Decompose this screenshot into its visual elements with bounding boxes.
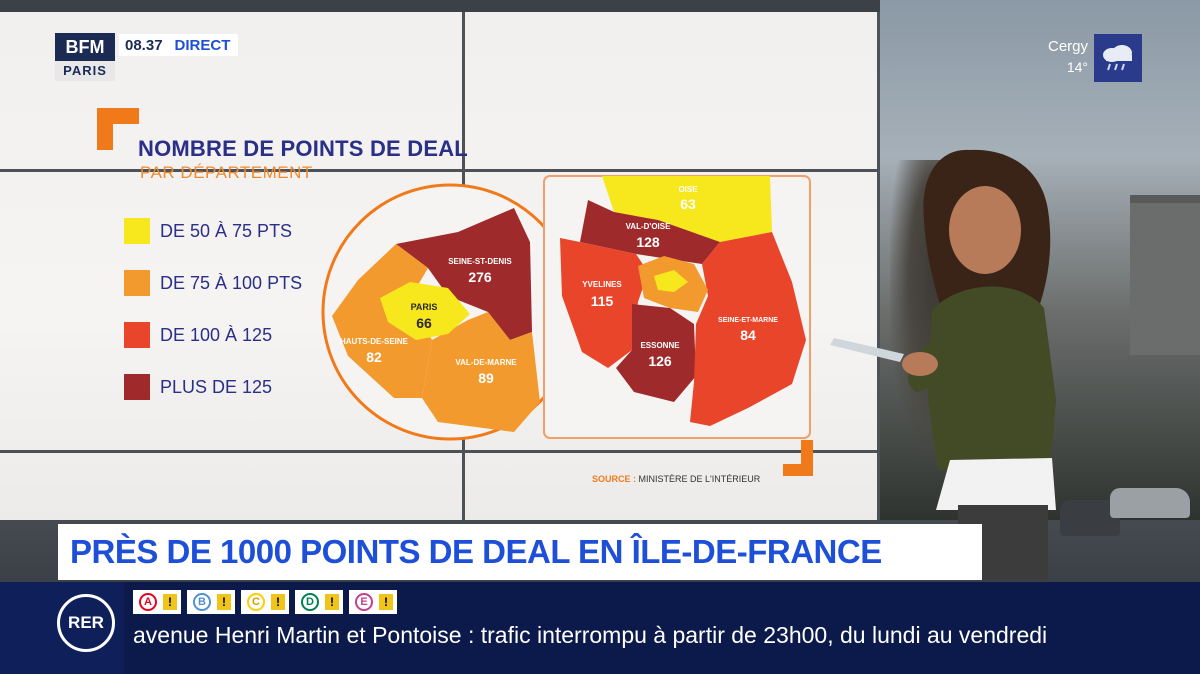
- warning-icon: !: [217, 594, 231, 610]
- corner-decoration: [97, 108, 139, 150]
- corner-decoration: [783, 440, 813, 476]
- dept-essonne: [616, 304, 696, 402]
- warning-icon: !: [325, 594, 339, 610]
- legend-label: DE 50 À 75 PTS: [160, 220, 293, 241]
- dept-oise: [602, 176, 772, 242]
- rer-line-chip: D !: [295, 590, 343, 614]
- ceiling-strip: [0, 0, 880, 12]
- legend-item: DE 50 À 75 PTS: [124, 218, 334, 244]
- legend-item: DE 100 À 125: [124, 322, 334, 348]
- dept-yvelines: [560, 238, 648, 368]
- label-essonne: ESSONNE: [640, 341, 680, 350]
- rer-line-letter: A: [139, 593, 157, 611]
- building: [1130, 195, 1200, 355]
- value-seine-et-marne: 84: [740, 327, 756, 343]
- dept-seine-st-denis: [396, 208, 532, 340]
- live-label: DIRECT: [174, 36, 231, 54]
- label-seine-st-denis: SEINE-ST-DENIS: [448, 257, 512, 266]
- dept-paris-small: [654, 270, 688, 292]
- value-oise: 63: [680, 196, 696, 212]
- logo-bfm: BFM: [55, 33, 115, 61]
- legend-swatch: [124, 322, 150, 348]
- weather-temperature: 14°: [1066, 59, 1088, 75]
- department-map: SEINE-ST-DENIS 276 PARIS 66 HAUTS-DE-SEI…: [321, 175, 811, 441]
- rer-lines-status: A ! B ! C ! D ! E !: [133, 590, 403, 614]
- dept-val-de-marne: [422, 312, 540, 432]
- value-yvelines: 115: [591, 293, 614, 309]
- legend-label: PLUS DE 125: [160, 376, 273, 397]
- rer-line-chip: C !: [241, 590, 289, 614]
- value-hauts-de-seine: 82: [366, 349, 382, 365]
- map-legend: DE 50 À 75 PTS DE 75 À 100 PTS DE 100 À …: [124, 218, 334, 426]
- label-oise: OISE: [678, 185, 698, 194]
- label-paris: PARIS: [411, 302, 438, 312]
- source-value: MINISTÈRE DE L'INTÉRIEUR: [638, 474, 761, 484]
- legend-label: DE 75 À 100 PTS: [160, 272, 303, 293]
- logo-paris: PARIS: [55, 61, 115, 81]
- dept-paris: [380, 282, 470, 340]
- value-val-de-marne: 89: [478, 370, 494, 386]
- channel-logo: BFM PARIS: [55, 33, 115, 81]
- source-note: SOURCE : MINISTÈRE DE L'INTÉRIEUR: [592, 474, 760, 484]
- rer-line-letter: B: [193, 593, 211, 611]
- label-yvelines: YVELINES: [582, 280, 622, 289]
- infographic-title: NOMBRE DE POINTS DE DEAL: [138, 136, 468, 161]
- rer-line-chip: A !: [133, 590, 181, 614]
- car: [1110, 488, 1190, 518]
- value-paris: 66: [416, 315, 432, 331]
- value-essonne: 126: [648, 353, 672, 369]
- headline: PRÈS DE 1000 POINTS DE DEAL EN ÎLE-DE-FR…: [70, 533, 882, 570]
- rer-line-letter: D: [301, 593, 319, 611]
- weather-widget: Cergy 14°: [1010, 34, 1145, 82]
- warning-icon: !: [163, 594, 177, 610]
- clock: 08.37: [125, 36, 163, 54]
- legend-item: DE 75 À 100 PTS: [124, 270, 334, 296]
- label-val-doise: VAL-D'OISE: [626, 222, 672, 231]
- legend-swatch: [124, 270, 150, 296]
- infographic-subtitle: PAR DÉPARTEMENT: [140, 163, 313, 182]
- dept-val-doise: [580, 200, 720, 264]
- warning-icon: !: [379, 594, 393, 610]
- weather-city: Cergy: [1047, 38, 1088, 55]
- dept-seine-et-marne: [690, 232, 806, 426]
- label-hauts-de-seine: HAUTS-DE-SEINE: [340, 337, 409, 346]
- rer-line-chip: E !: [349, 590, 397, 614]
- value-val-doise: 128: [636, 234, 660, 250]
- rer-line-chip: B !: [187, 590, 235, 614]
- dept-hauts-de-seine: [332, 244, 432, 398]
- cloud-rain-icon: [1094, 34, 1142, 82]
- label-val-de-marne: VAL-DE-MARNE: [455, 358, 517, 367]
- headline-bar: PRÈS DE 1000 POINTS DE DEAL EN ÎLE-DE-FR…: [58, 524, 982, 580]
- value-seine-st-denis: 276: [468, 269, 492, 285]
- legend-swatch: [124, 218, 150, 244]
- rer-line-letter: E: [355, 593, 373, 611]
- warning-icon: !: [271, 594, 285, 610]
- inner-ring-map: SEINE-ST-DENIS 276 PARIS 66 HAUTS-DE-SEI…: [321, 183, 579, 441]
- rer-badge: RER: [0, 582, 124, 674]
- rer-label: RER: [57, 594, 115, 652]
- presenter: [830, 149, 1056, 580]
- ticker-text: avenue Henri Martin et Pontoise : trafic…: [133, 622, 1048, 648]
- legend-item: PLUS DE 125: [124, 374, 334, 400]
- region-map: OISE 63 VAL-D'OISE 128 YVELINES 115 ESSO…: [543, 175, 811, 439]
- label-seine-et-marne: SEINE-ET-MARNE: [718, 317, 778, 324]
- legend-label: DE 100 À 125: [160, 324, 273, 345]
- source-label: SOURCE :: [592, 474, 637, 484]
- rer-line-letter: C: [247, 593, 265, 611]
- legend-swatch: [124, 374, 150, 400]
- clock-bar: 08.37 DIRECT: [119, 34, 239, 56]
- news-ticker: RER A ! B ! C ! D ! E ! avenue Henri Mar…: [0, 582, 1200, 674]
